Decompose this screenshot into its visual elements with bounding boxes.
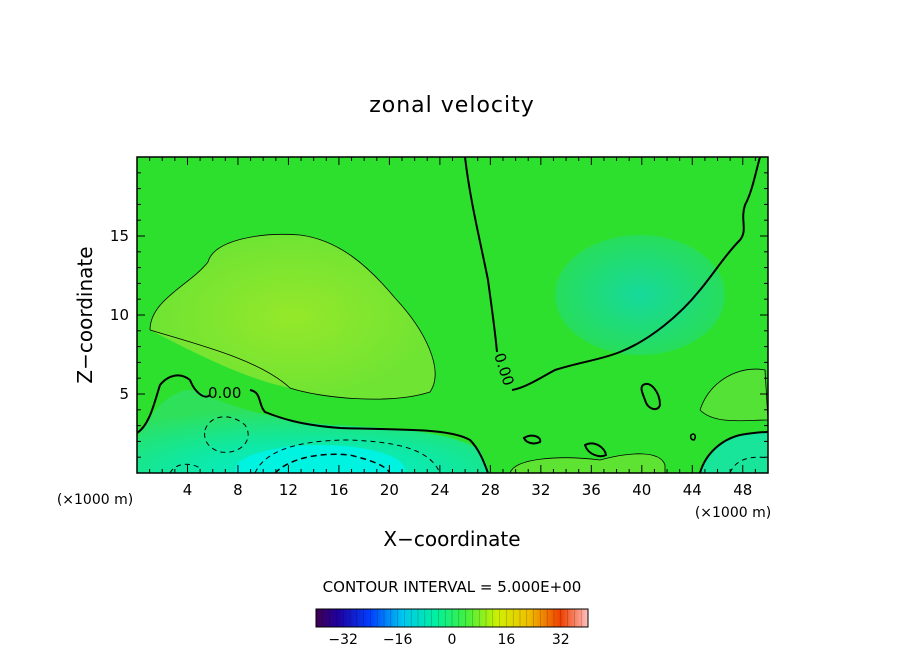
colorbar [315,608,589,628]
negative-region-corner [700,431,768,473]
negative-contour-2 [254,439,441,473]
chart-title: zonal velocity [369,93,535,118]
zero-contour-left [137,374,489,473]
x-tick-label: 32 [531,481,550,499]
x-tick-label: 44 [683,481,702,499]
colorbar-tick-label: 0 [448,632,457,648]
x-tick-label: 12 [279,481,298,499]
colorbar-tick-label: 16 [497,632,515,648]
colorbar-ticks: −32 −16 0 16 32 [328,632,569,648]
y-tick-label: 15 [110,227,129,245]
x-tick-label: 40 [632,481,651,499]
zero-contour-right [464,157,761,391]
x-tick-label: 24 [430,481,449,499]
colorbar-tick-label: 32 [552,632,570,648]
x-unit-right: (×1000 m) [695,505,771,521]
y-axis-ticks: 5 10 15 [110,172,768,458]
heatmap-field [137,157,768,473]
negative-contour-4 [729,456,768,473]
negative-region-right [555,235,725,355]
x-axis-label: X−coordinate [383,527,520,551]
negative-contour-3 [274,453,391,473]
zero-contour-blob-3 [522,434,542,445]
x-tick-label: 28 [481,481,500,499]
contour-interval: CONTOUR INTERVAL = 5.000E+00 [323,578,582,596]
zero-contour-bottom-right [699,431,768,473]
positive-contour-bottom [509,453,666,473]
colorbar-tick-label: −16 [383,632,413,648]
zero-contour-blob-2 [583,442,608,458]
zero-contour-blob-4 [689,433,696,441]
zero-contour-blob-1 [640,382,662,411]
x-tick-label: 48 [733,481,752,499]
x-tick-label: 16 [329,481,348,499]
negative-contour-5 [169,463,201,473]
negative-contour-1 [204,416,249,453]
y-tick-label: 5 [119,385,129,403]
positive-region [150,234,436,400]
x-tick-label: 4 [183,481,193,499]
x-tick-label: 36 [582,481,601,499]
y-axis-label: Z−coordinate [73,246,97,383]
y-tick-label: 10 [110,306,129,324]
positive-contour-right [699,368,768,422]
x-tick-label: 8 [233,481,243,499]
colorbar-tick-label: −32 [328,632,358,648]
positive-contour [149,234,436,400]
x-tick-label: 20 [380,481,399,499]
colorbar-divisions [322,609,582,627]
x-unit-left: (×1000 m) [57,492,133,508]
zero-contour-label-left: 0.00 [208,384,241,402]
positive-region-right [700,369,768,421]
x-axis-ticks: 4 8 12 16 20 24 28 32 36 40 44 48 [149,157,756,499]
